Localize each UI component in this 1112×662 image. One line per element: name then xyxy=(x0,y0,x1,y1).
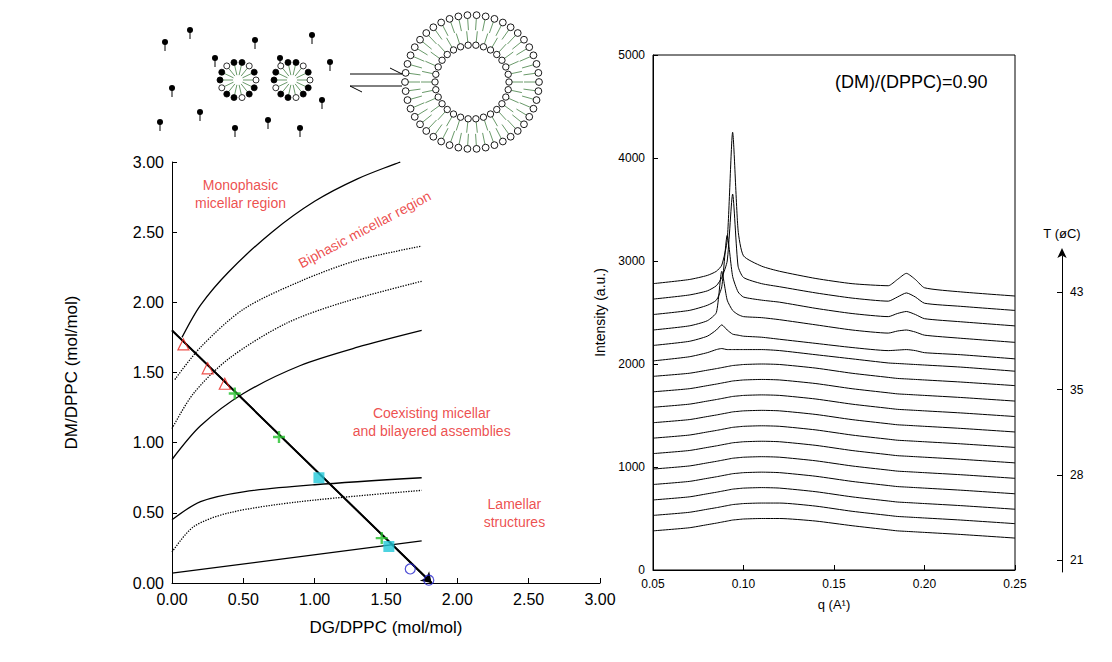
svg-text:Coexisting micellar: Coexisting micellar xyxy=(373,405,491,421)
svg-text:1.00: 1.00 xyxy=(299,591,330,608)
svg-text:0.15: 0.15 xyxy=(822,577,846,591)
svg-text:5000: 5000 xyxy=(618,48,645,62)
svg-text:T (øC): T (øC) xyxy=(1043,226,1080,241)
svg-text:21: 21 xyxy=(1070,553,1084,567)
svg-text:0: 0 xyxy=(638,563,645,577)
svg-text:and bilayered assemblies: and bilayered assemblies xyxy=(353,423,511,439)
svg-text:43: 43 xyxy=(1070,285,1084,299)
svg-text:micellar region: micellar region xyxy=(195,195,286,211)
svg-text:1.50: 1.50 xyxy=(370,591,401,608)
svg-text:0.05: 0.05 xyxy=(641,577,665,591)
svg-text:2.00: 2.00 xyxy=(133,294,164,311)
svg-text:2.50: 2.50 xyxy=(513,591,544,608)
svg-text:DG/DPPC (mol/mol): DG/DPPC (mol/mol) xyxy=(309,618,462,637)
svg-text:0.50: 0.50 xyxy=(228,591,259,608)
svg-text:0.00: 0.00 xyxy=(156,591,187,608)
svg-text:2000: 2000 xyxy=(618,357,645,371)
svg-text:Biphasic micellar region: Biphasic micellar region xyxy=(296,188,434,271)
svg-text:0.25: 0.25 xyxy=(1003,577,1027,591)
svg-text:2.50: 2.50 xyxy=(133,224,164,241)
svg-text:2.00: 2.00 xyxy=(442,591,473,608)
svg-text:4000: 4000 xyxy=(618,151,645,165)
svg-text:q (A¹): q (A¹) xyxy=(818,597,851,612)
svg-text:28: 28 xyxy=(1070,468,1084,482)
svg-text:Lamellar: Lamellar xyxy=(488,496,542,512)
svg-text:0.10: 0.10 xyxy=(732,577,756,591)
svg-text:3000: 3000 xyxy=(618,254,645,268)
svg-text:(DM)/(DPPC)=0.90: (DM)/(DPPC)=0.90 xyxy=(835,72,988,92)
svg-text:0.00: 0.00 xyxy=(133,575,164,592)
svg-text:structures: structures xyxy=(484,514,545,530)
svg-text:Intensity (a.u.): Intensity (a.u.) xyxy=(592,268,608,357)
svg-text:3.00: 3.00 xyxy=(133,154,164,171)
svg-text:1.00: 1.00 xyxy=(133,434,164,451)
svg-text:3.00: 3.00 xyxy=(584,591,615,608)
svg-text:0.20: 0.20 xyxy=(913,577,937,591)
svg-text:1.50: 1.50 xyxy=(133,364,164,381)
svg-text:DM/DPPC (mol/mol): DM/DPPC (mol/mol) xyxy=(62,296,81,450)
svg-text:Monophasic: Monophasic xyxy=(203,177,278,193)
svg-text:35: 35 xyxy=(1070,383,1084,397)
svg-text:1000: 1000 xyxy=(618,460,645,474)
svg-text:0.50: 0.50 xyxy=(133,504,164,521)
